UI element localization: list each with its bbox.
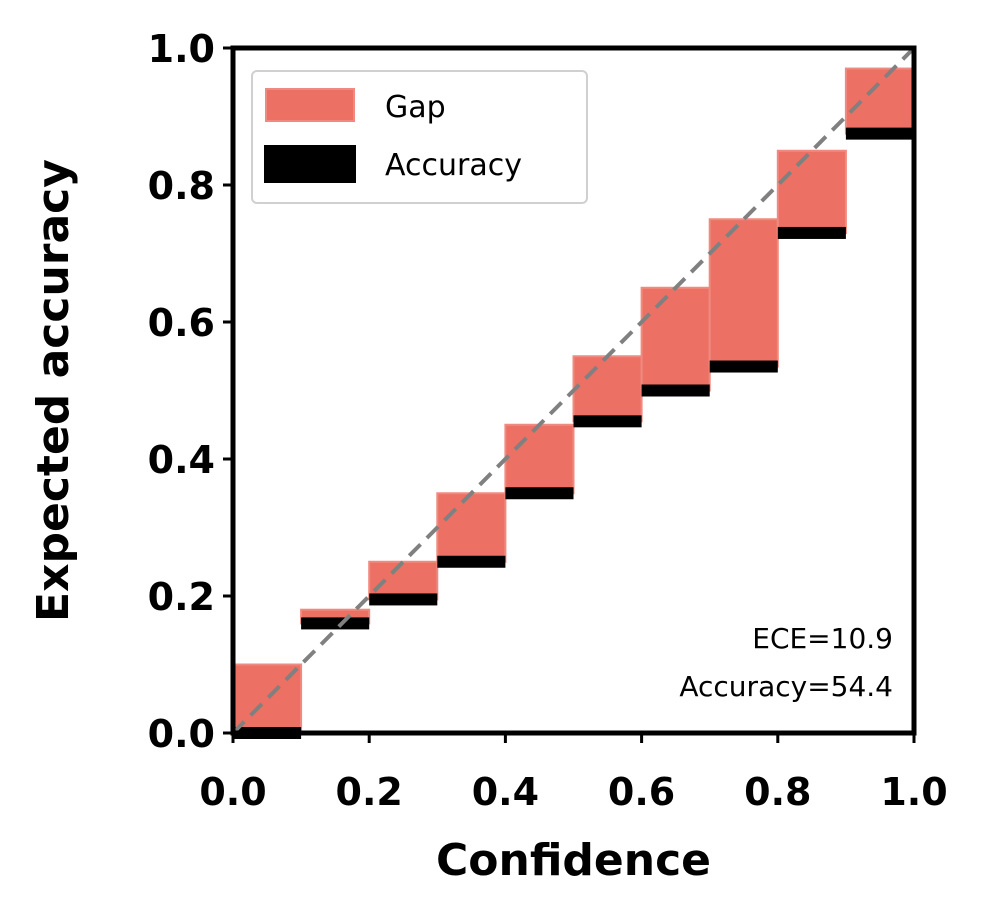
accuracy-bar-7 — [709, 360, 778, 373]
y-tick-label-0: 0.0 — [148, 712, 215, 756]
plot-frame — [230, 45, 917, 736]
legend-accuracy-label: Accuracy — [385, 148, 522, 183]
accuracy-bar-5 — [573, 415, 642, 428]
y-tick-label-3: 0.6 — [148, 301, 215, 345]
gap-bar-4 — [504, 423, 575, 495]
x-tick-label-0: 0.0 — [199, 770, 266, 814]
gap-bar-5 — [572, 355, 643, 423]
gap-bar-3 — [436, 492, 507, 563]
perfect-calibration-line — [231, 46, 916, 735]
gap-bar-7 — [708, 218, 779, 368]
x-tick-label-1: 0.2 — [336, 770, 403, 814]
accuracy-bar-3 — [437, 555, 506, 568]
accuracy-bar-2 — [369, 593, 438, 606]
gap-bar-8 — [776, 149, 847, 234]
accuracy-bar-4 — [505, 487, 574, 500]
ece-annotation: ECE=10.9 — [752, 622, 893, 655]
x-tick-label-4: 0.8 — [744, 770, 811, 814]
accuracy-bar-9 — [845, 127, 914, 140]
gap-bar-6 — [640, 286, 711, 392]
bars-layer — [232, 67, 916, 739]
y-tick-label-1: 0.2 — [148, 575, 215, 619]
y-tick-label-4: 0.8 — [148, 164, 215, 208]
legend: Gap Accuracy — [251, 70, 588, 204]
accuracy-bar-6 — [641, 384, 710, 397]
x-tick-label-3: 0.6 — [608, 770, 675, 814]
legend-gap-label: Gap — [385, 90, 446, 125]
gap-bar-9 — [844, 67, 916, 135]
x-tick-label-2: 0.4 — [472, 770, 539, 814]
x-axis-title: Confidence — [436, 835, 711, 886]
y-axis-title: Expected accuracy — [28, 159, 79, 622]
accuracy-bar-1 — [301, 617, 370, 630]
y-tick-label-5: 1.0 — [148, 27, 215, 71]
x-tick-label-5: 1.0 — [880, 770, 947, 814]
accuracy-annotation: Accuracy=54.4 — [679, 670, 893, 703]
accuracy-bar-8 — [777, 226, 846, 239]
y-tick-label-2: 0.4 — [148, 438, 215, 482]
legend-gap-swatch — [265, 88, 355, 122]
ticks-layer: 0.0 0.2 0.4 0.6 0.8 1.0 0.0 0.2 0.4 0.6 0.8 1.0 — [148, 27, 948, 814]
legend-accuracy-swatch — [264, 145, 356, 183]
gap-bar-2 — [368, 560, 439, 601]
